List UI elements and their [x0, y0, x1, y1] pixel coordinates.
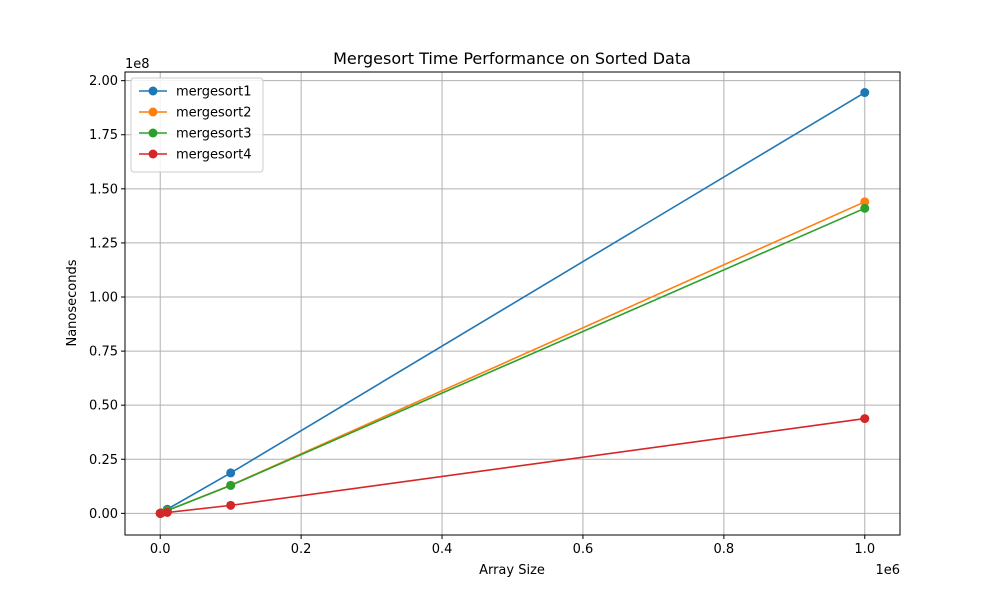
y-tick-label: 0.50: [89, 399, 118, 414]
y-tick-label: 0.25: [89, 453, 118, 468]
legend: mergesort1 mergesort2 mergesort3 mergesort4: [130, 77, 264, 173]
y-tick-label: 1.00: [89, 291, 118, 306]
legend-marker-mergesort3: [148, 128, 158, 138]
y-tick-label: 1.50: [89, 182, 118, 197]
data-point-mergesort3: [860, 203, 870, 213]
x-tick-label: 0.0: [150, 542, 171, 557]
x-tick-label: 1.0: [854, 542, 875, 557]
legend-marker-mergesort4: [148, 149, 158, 159]
data-point-mergesort4: [162, 507, 172, 517]
y-tick-label: 1.75: [89, 128, 118, 143]
series-group: [155, 88, 870, 518]
x-offset-label: 1e6: [875, 563, 900, 578]
legend-label-mergesort4: mergesort4: [176, 148, 251, 163]
legend-label-mergesort3: mergesort3: [176, 127, 251, 142]
legend-marker-mergesort1: [148, 86, 158, 96]
x-tick-label: 0.4: [432, 542, 453, 557]
chart-title: Mergesort Time Performance on Sorted Dat…: [333, 49, 691, 68]
data-point-mergesort4: [226, 500, 236, 510]
plot-frame: [124, 71, 901, 536]
x-tick-label: 0.8: [714, 542, 735, 557]
legend-label-mergesort1: mergesort1: [176, 85, 251, 100]
x-tick-label: 0.2: [291, 542, 312, 557]
legend-marker-mergesort2: [148, 107, 158, 117]
legend-label-mergesort2: mergesort2: [176, 106, 251, 121]
data-point-mergesort2: [860, 197, 870, 207]
y-tick-label: 0.75: [89, 345, 118, 360]
data-point-mergesort1: [226, 468, 236, 478]
data-point-mergesort4: [860, 414, 870, 424]
data-point-mergesort1: [860, 88, 870, 98]
x-axis-label: Array Size: [479, 563, 545, 578]
y-offset-label: 1e8: [125, 57, 150, 72]
series-mergesort4: [155, 414, 870, 518]
y-axis-label: Nanoseconds: [65, 259, 80, 346]
legend-box: [130, 77, 264, 173]
y-tick-label: 0.00: [89, 507, 118, 522]
y-tick-label: 2.00: [89, 74, 118, 89]
data-point-mergesort3: [226, 480, 236, 490]
x-tick-label: 0.6: [573, 542, 594, 557]
axes: 0.0 0.2 0.4 0.6 0.8 1.0 0.00 0.25 0.50 0.75 1.00 1.…: [89, 74, 875, 557]
y-tick-label: 1.25: [89, 236, 118, 251]
